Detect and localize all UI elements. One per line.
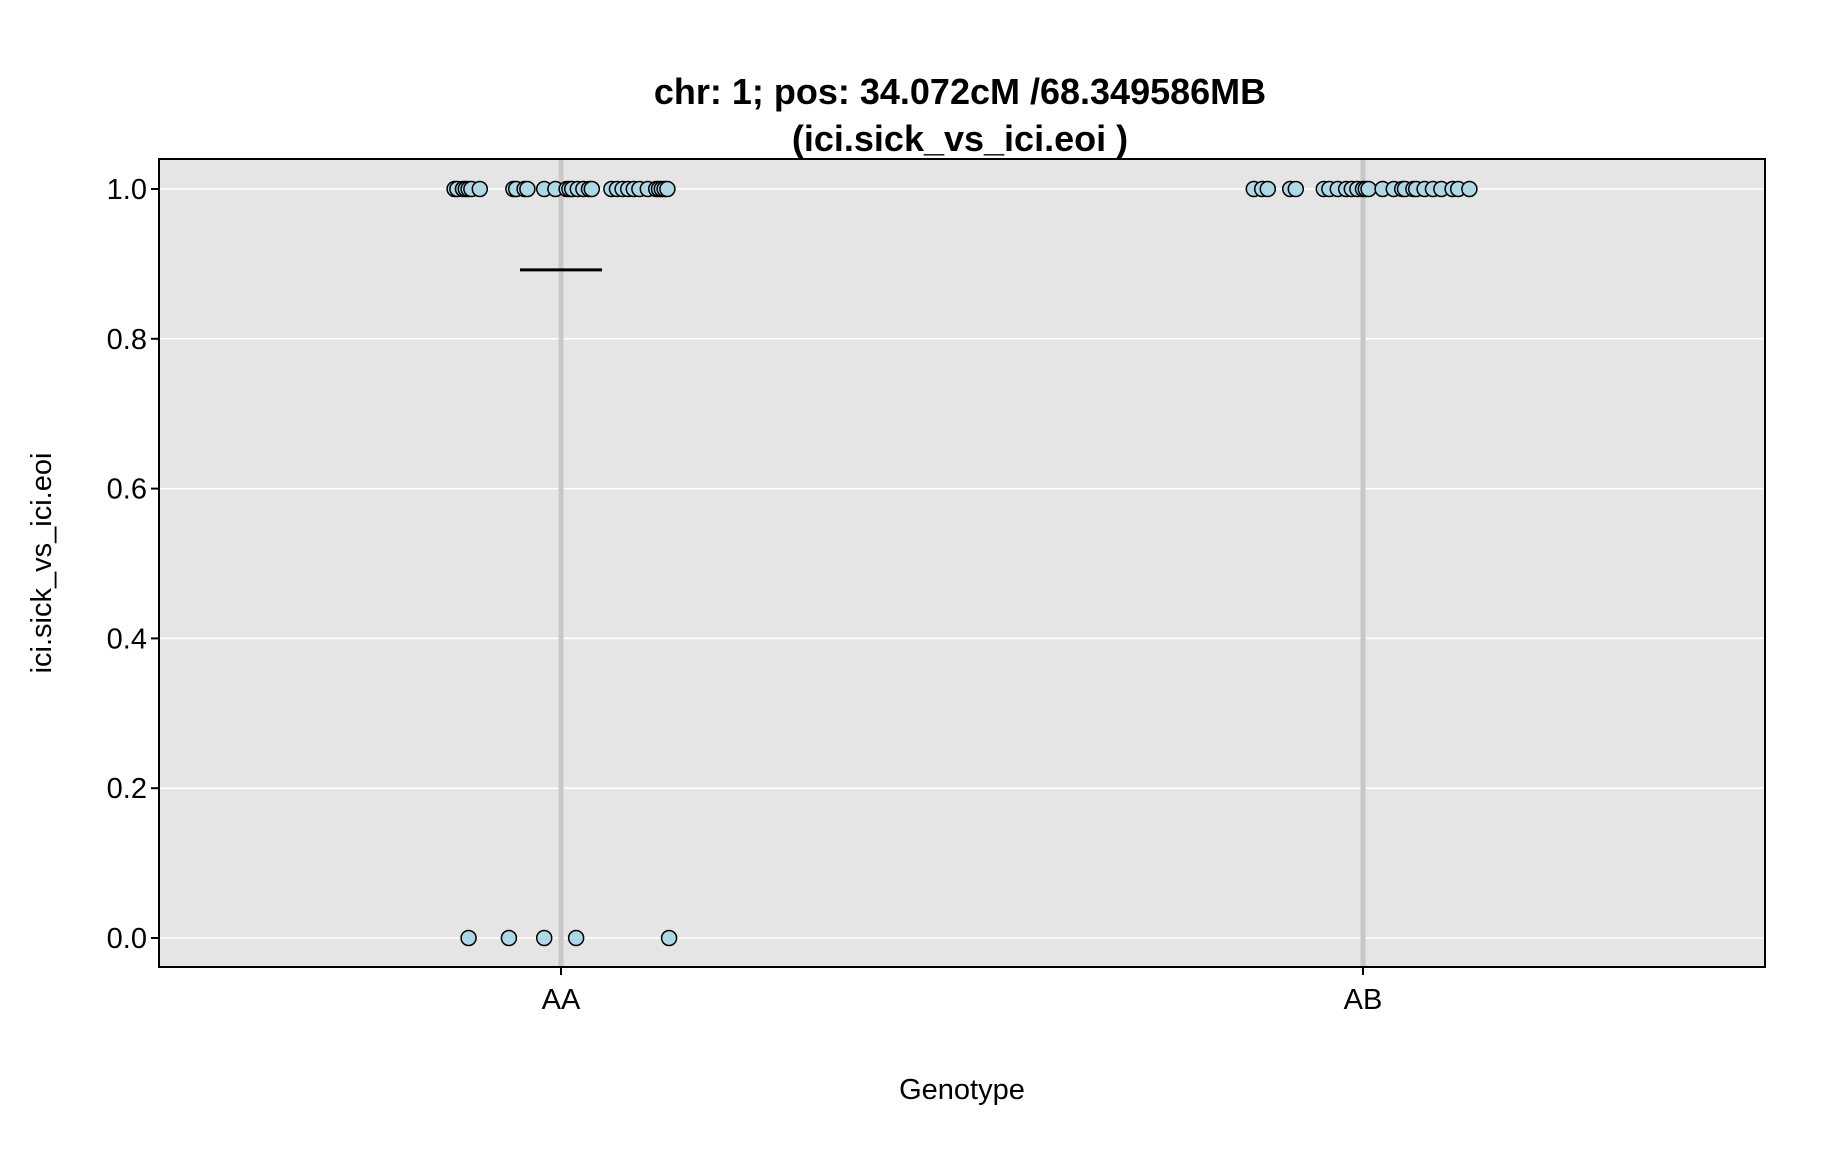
plot-panel: [159, 159, 1765, 967]
y-tick-label-3: 0.6: [107, 474, 147, 506]
chart-title-line1: chr: 1; pos: 34.072cM /68.349586MB: [654, 71, 1266, 112]
y-tick-label-0: 0.0: [107, 923, 147, 955]
data-point-AA-36: [660, 929, 678, 947]
x-axis-ticks: AA AB: [542, 967, 1383, 1016]
x-axis-label: Genotype: [899, 1074, 1025, 1106]
data-point-AB-2: [1259, 180, 1277, 198]
grid-lines: [159, 188, 1765, 939]
y-tick-label-1: 0.2: [107, 773, 147, 805]
data-point-AA-19: [583, 180, 601, 198]
data-point-AA-6: [471, 180, 489, 198]
x-tick-label-AA: AA: [542, 984, 581, 1016]
x-tick-label-AB: AB: [1344, 984, 1383, 1016]
data-point-AA-10: [519, 180, 536, 198]
data-point-AB-25: [1461, 180, 1478, 198]
y-tick-label-4: 0.8: [107, 324, 147, 356]
data-point-AA-32: [460, 929, 477, 947]
data-point-AA-33: [500, 929, 518, 947]
data-point-AB-13: [1360, 180, 1377, 198]
chart-title-line2: (ici.sick_vs_ici.eoi ): [792, 118, 1128, 159]
y-tick-label-5: 1.0: [107, 174, 147, 206]
y-axis-ticks: 0.0 0.2 0.4 0.6 0.8 1.0: [107, 174, 159, 955]
data-point-AA-35: [567, 929, 585, 947]
category-lines: [558, 159, 1366, 967]
y-axis-label: ici.sick_vs_ici.eoi: [26, 453, 58, 674]
data-point-AA-31: [659, 180, 676, 198]
data-point-AA-34: [535, 929, 553, 947]
data-point-AB-4: [1287, 180, 1305, 198]
y-tick-label-2: 0.4: [107, 623, 147, 655]
data-points: [446, 180, 1478, 947]
plot-border: [158, 158, 1766, 968]
